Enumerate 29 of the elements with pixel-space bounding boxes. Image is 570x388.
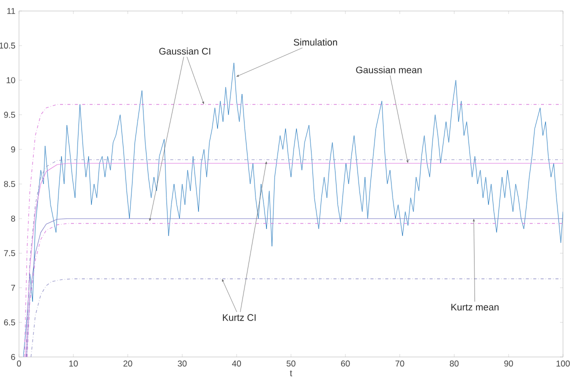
y-tick-label: 7	[11, 284, 16, 291]
x-tick-label: 70	[396, 360, 404, 367]
x-tick-label: 0	[16, 360, 22, 367]
x-tick-label: 10	[69, 360, 78, 367]
x-axis-title: t	[290, 370, 292, 376]
y-tick-label: 8	[11, 216, 16, 222]
y-tick-label: 11	[7, 8, 16, 14]
x-tick-label: 50	[286, 360, 296, 367]
x-tick-label: 30	[178, 360, 187, 367]
annotation: Kurtz mean	[451, 304, 499, 310]
annotation: Kurtz CI	[222, 314, 256, 321]
annotation: Gaussian CI	[159, 48, 210, 55]
y-tick-label: 10	[6, 77, 16, 84]
y-tick-label: 8.5	[4, 180, 16, 187]
y-tick-label: 6.5	[4, 319, 16, 326]
line-series	[30, 278, 563, 357]
y-tick-label: 10.5	[0, 42, 16, 49]
y-tick-label: 9	[11, 146, 16, 152]
x-tick-label: 90	[504, 360, 513, 367]
x-tick-label: 100	[556, 360, 570, 367]
y-tick-label: 9.5	[4, 112, 16, 118]
annotation: Gaussian mean	[356, 66, 422, 74]
y-tick-label: 6	[11, 354, 16, 360]
y-tick-label: 7.5	[4, 250, 16, 256]
annotation: Simulation	[294, 38, 338, 46]
x-tick-label: 20	[124, 360, 132, 367]
x-tick-label: 80	[450, 360, 459, 367]
x-tick-label: 40	[232, 360, 241, 367]
x-tick-label: 60	[341, 360, 350, 367]
